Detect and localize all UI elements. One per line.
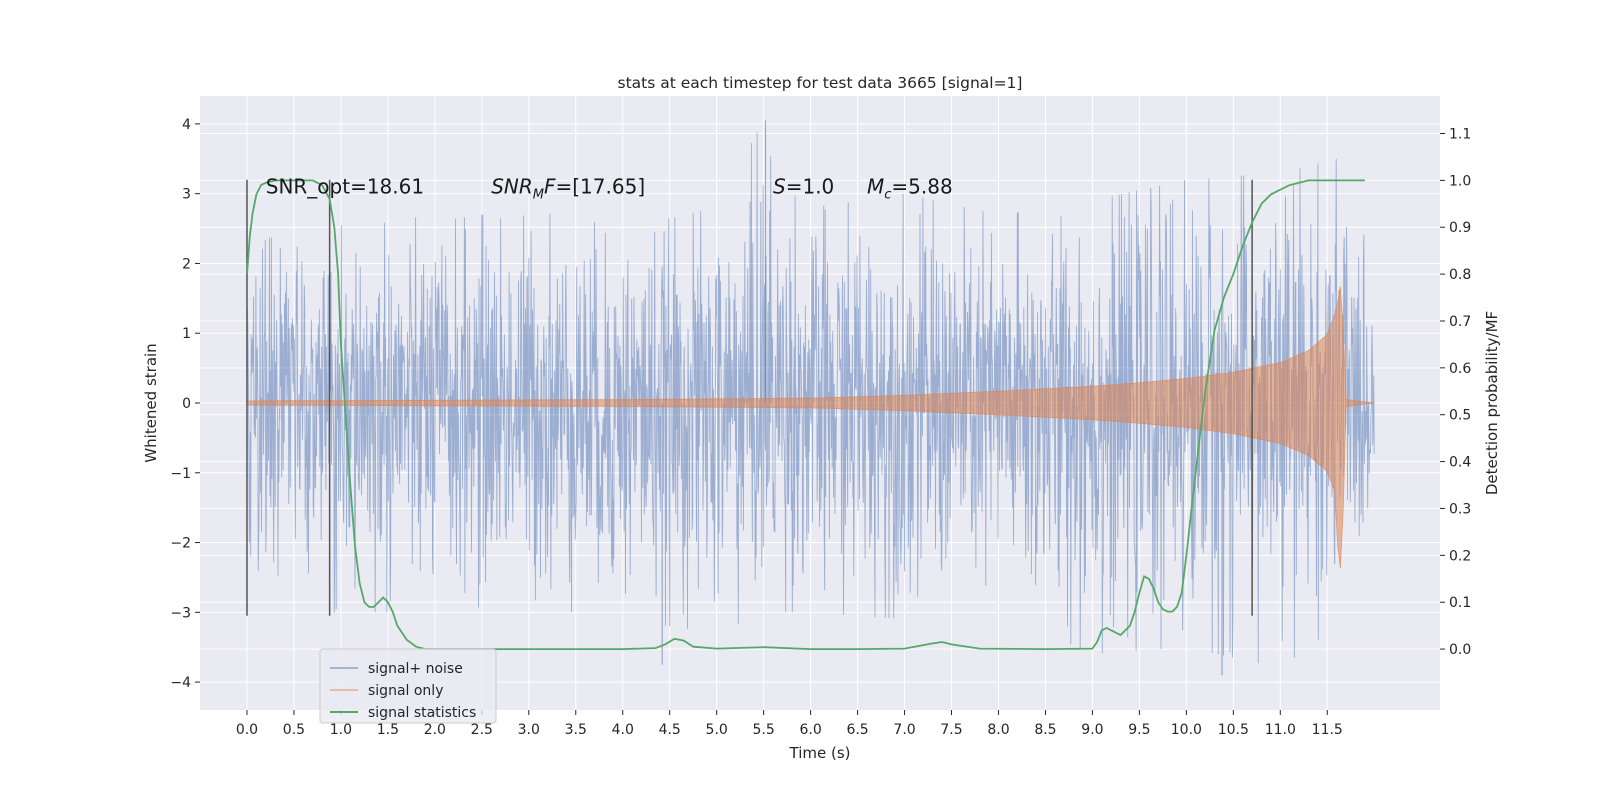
x-tick-label: 3.5 <box>565 722 587 738</box>
y2-tick-label: 0.7 <box>1449 314 1471 330</box>
annotation-part: S <box>773 175 786 199</box>
x-tick-label: 10.0 <box>1171 722 1202 738</box>
x-tick-label: 9.0 <box>1081 722 1103 738</box>
series-signal-plus-noise <box>246 120 1375 676</box>
x-tick-label: 7.0 <box>893 722 915 738</box>
x-tick-label: 4.0 <box>612 722 634 738</box>
y-tick-label: −1 <box>170 466 191 482</box>
y2-tick-label: 1.0 <box>1449 173 1471 189</box>
annotation-part: =[17.65] <box>556 175 646 199</box>
y-axis-title: Whitened strain <box>142 343 160 462</box>
legend-label: signal only <box>368 683 443 699</box>
y2-axis-title: Detection probability/MF <box>1483 311 1501 495</box>
legend-box <box>319 648 497 724</box>
y-axis-right: 0.0 0.1 0.2 0.3 0.4 0.5 0.6 0.7 0.8 0.9 1.0 1.1 <box>1440 126 1471 658</box>
y2-tick-label: 0.0 <box>1449 642 1471 658</box>
y-tick-label: 3 <box>182 187 191 203</box>
legend: signal+ noise signal only signal statistic… <box>319 648 497 724</box>
annotation-part: SNR_opt=18.61 <box>266 175 424 199</box>
y2-tick-label: 0.8 <box>1449 267 1471 283</box>
y2-tick-label: 1.1 <box>1449 126 1471 142</box>
y-tick-label: −4 <box>170 675 191 691</box>
x-tick-label: 6.0 <box>799 722 821 738</box>
y-tick-label: 1 <box>182 326 191 342</box>
x-tick-label: 0.5 <box>283 722 305 738</box>
annotation-part: c <box>884 188 891 203</box>
y2-tick-label: 0.4 <box>1449 455 1471 471</box>
signal-plus-noise-line <box>246 132 1375 664</box>
x-tick-label: 8.0 <box>987 722 1009 738</box>
x-axis-title: Time (s) <box>789 744 851 762</box>
annotation-part: M <box>533 188 544 203</box>
x-tick-label: 1.0 <box>330 722 352 738</box>
y2-tick-label: 0.5 <box>1449 408 1471 424</box>
y2-tick-label: 0.2 <box>1449 548 1471 564</box>
y-tick-label: 4 <box>182 117 191 133</box>
y2-tick-label: 0.9 <box>1449 220 1471 236</box>
x-tick-label: 0.0 <box>236 722 258 738</box>
y-axis-left: −4 −3 −2 −1 0 1 2 3 4 <box>170 117 200 691</box>
y-tick-label: 2 <box>182 256 191 272</box>
x-tick-label: 5.0 <box>706 722 728 738</box>
x-tick-label: 8.5 <box>1034 722 1056 738</box>
x-tick-label: 3.0 <box>518 722 540 738</box>
chart-title: stats at each timestep for test data 366… <box>618 74 1023 92</box>
annotations: SNR_opt=18.61 SNRMF=[17.65] S=1.0 Mc=5.88 <box>266 175 953 203</box>
y2-tick-label: 0.3 <box>1449 501 1471 517</box>
x-tick-label: 6.5 <box>846 722 868 738</box>
signal-statistics-line <box>246 179 1365 651</box>
x-tick-label: 5.5 <box>753 722 775 738</box>
y2-tick-label: 0.1 <box>1449 595 1471 611</box>
x-tick-label: 11.5 <box>1312 722 1343 738</box>
x-axis: 0.0 0.5 1.0 1.5 2.0 2.5 3.0 3.5 4.0 4.5 5.0 5.5 6.0 6… <box>236 710 1343 738</box>
legend-label: signal statistics <box>368 705 476 721</box>
y-tick-label: −3 <box>170 605 191 621</box>
series-signal-only <box>246 286 1375 569</box>
x-tick-label: 1.5 <box>377 722 399 738</box>
y-tick-label: 0 <box>182 396 191 412</box>
x-tick-label: 9.5 <box>1128 722 1150 738</box>
y-tick-label: −2 <box>170 536 191 552</box>
annotation-part: =5.88 <box>891 175 952 199</box>
signal-only-band <box>246 286 1375 569</box>
x-tick-label: 2.0 <box>424 722 446 738</box>
x-tick-label: 7.5 <box>940 722 962 738</box>
x-tick-label: 10.5 <box>1218 722 1249 738</box>
legend-label: signal+ noise <box>368 661 463 677</box>
annotation-part: =1.0 <box>786 175 835 199</box>
x-tick-label: 4.5 <box>659 722 681 738</box>
series-signal-statistics <box>246 179 1365 651</box>
x-tick-label: 2.5 <box>471 722 493 738</box>
annotation: Mc=5.88 <box>867 175 953 203</box>
annotation: S=1.0 <box>773 175 834 199</box>
annotation-part: M <box>867 175 884 199</box>
annotation: SNR_opt=18.61 <box>266 175 424 199</box>
x-tick-label: 11.0 <box>1265 722 1296 738</box>
y2-tick-label: 0.6 <box>1449 361 1471 377</box>
annotation: SNRMF=[17.65] <box>491 175 645 203</box>
vertical-markers <box>246 179 1253 616</box>
annotation-part: SNR <box>491 175 533 199</box>
annotation-part: F <box>544 175 556 199</box>
